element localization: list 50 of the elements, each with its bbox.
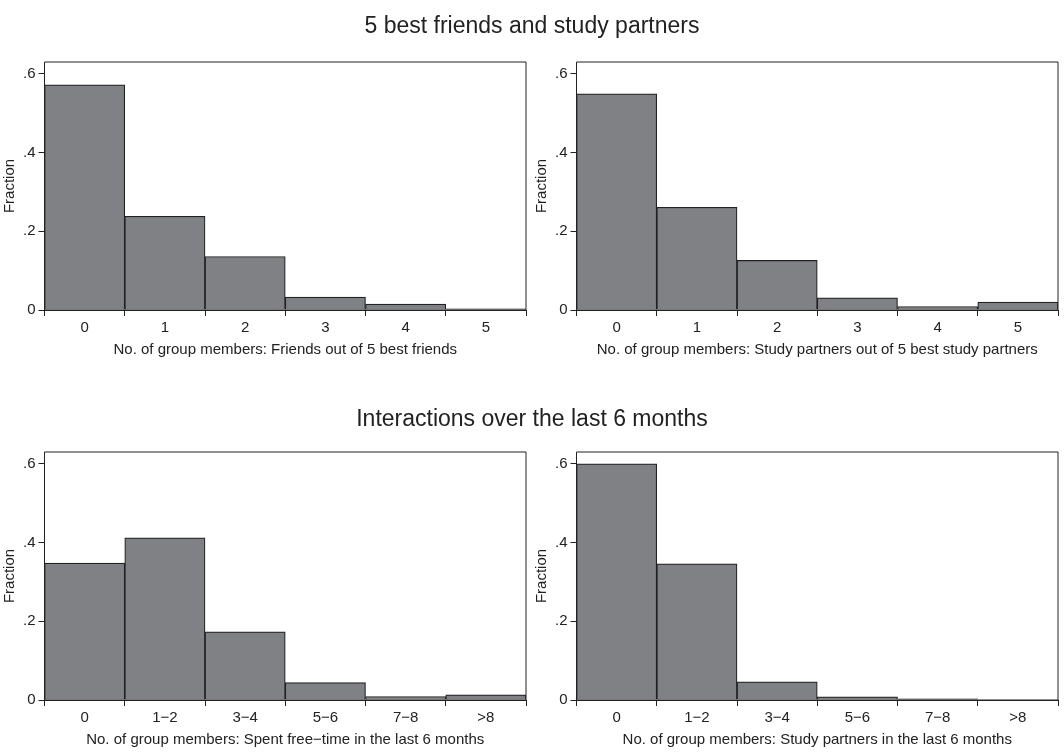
- y-axis-title: Fraction: [0, 548, 18, 604]
- x-tick-label: 7−8: [924, 708, 951, 726]
- y-tick-label: .4: [22, 142, 36, 160]
- x-tick-label: 5: [1013, 318, 1023, 336]
- x-tick-label: 3−4: [232, 708, 258, 726]
- y-tick-label: .4: [554, 532, 568, 550]
- x-tick-label: 7−8: [392, 708, 419, 726]
- x-tick-label: 5−6: [844, 708, 871, 726]
- y-tick-label: 0: [559, 300, 568, 318]
- y-tick-label: 0: [559, 690, 568, 708]
- y-axis-title: Fraction: [0, 158, 18, 214]
- x-tick-label: 2: [240, 318, 250, 336]
- x-tick-label: >8: [1009, 708, 1027, 726]
- y-tick-label: .2: [554, 221, 568, 239]
- x-tick-label: >8: [477, 708, 495, 726]
- x-tick-label: 5−6: [312, 708, 339, 726]
- x-tick-label: 0: [80, 318, 89, 336]
- x-tick-label: 0: [80, 708, 89, 726]
- y-tick-label: .4: [22, 532, 36, 550]
- chart-title: Interactions over the last 6 months: [355, 405, 709, 432]
- y-tick-label: .2: [22, 221, 36, 239]
- x-tick-label: 4: [933, 318, 942, 336]
- x-tick-label: 2: [772, 318, 782, 336]
- x-tick-label: 1: [160, 318, 170, 336]
- y-axis-title: Fraction: [532, 158, 550, 214]
- x-axis-title: No. of group members: Study partners out of 5 best study partners: [596, 340, 1038, 358]
- x-tick-label: 1−2: [152, 708, 178, 726]
- x-axis-title: No. of group members: Spent free−time in the last 6 months: [86, 730, 485, 748]
- y-tick-label: .2: [554, 611, 568, 629]
- x-tick-label: 4: [401, 318, 410, 336]
- x-tick-label: 5: [481, 318, 491, 336]
- y-tick-label: 0: [27, 690, 36, 708]
- x-tick-label: 3−4: [764, 708, 790, 726]
- x-tick-label: 0: [612, 318, 621, 336]
- x-tick-label: 1−2: [684, 708, 710, 726]
- x-axis-title: No. of group members: Study partners in the last 6 months: [622, 730, 1012, 748]
- x-tick-label: 1: [692, 318, 702, 336]
- y-axis-title: Fraction: [532, 548, 550, 604]
- x-tick-label: 3: [321, 318, 330, 336]
- x-axis-title: No. of group members: Friends out of 5 best friends: [113, 340, 457, 358]
- y-tick-label: 0: [27, 300, 36, 318]
- y-tick-label: .2: [22, 611, 36, 629]
- y-tick-label: .6: [22, 63, 36, 81]
- x-tick-label: 0: [612, 708, 621, 726]
- chart-title: 5 best friends and study partners: [363, 12, 701, 39]
- y-tick-label: .6: [554, 63, 568, 81]
- y-tick-label: .6: [554, 453, 568, 471]
- y-tick-label: .6: [22, 453, 36, 471]
- y-tick-label: .4: [554, 142, 568, 160]
- x-tick-label: 3: [853, 318, 862, 336]
